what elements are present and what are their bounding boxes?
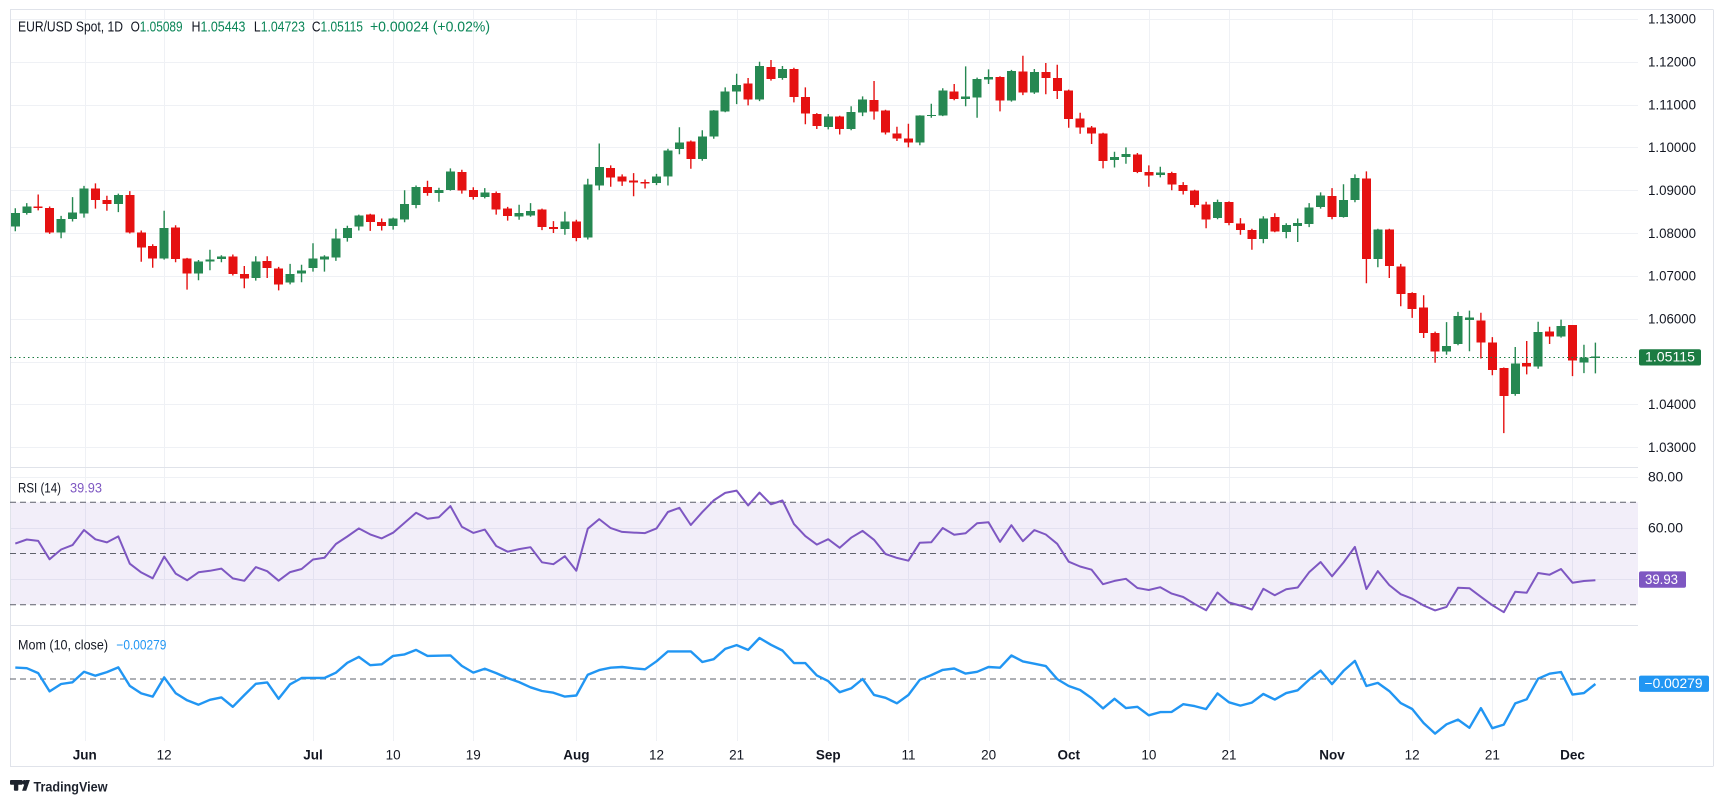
svg-text:39.93: 39.93 <box>1645 572 1678 587</box>
svg-text:1.04000: 1.04000 <box>1648 397 1696 412</box>
svg-text:1.12000: 1.12000 <box>1648 55 1696 70</box>
svg-text:C1.05115: C1.05115 <box>312 19 363 36</box>
svg-text:12: 12 <box>649 748 664 763</box>
svg-text:21: 21 <box>729 748 744 763</box>
svg-text:1.03000: 1.03000 <box>1648 440 1696 455</box>
svg-text:Dec: Dec <box>1560 748 1585 763</box>
svg-text:39.93: 39.93 <box>70 481 102 496</box>
svg-text:21: 21 <box>1485 748 1500 763</box>
svg-text:−0.00279: −0.00279 <box>1645 676 1703 691</box>
svg-text:−0.00279: −0.00279 <box>116 637 166 652</box>
svg-text:TradingView: TradingView <box>34 779 109 795</box>
svg-text:1.05115: 1.05115 <box>1645 350 1695 365</box>
svg-text:1.06000: 1.06000 <box>1648 312 1696 327</box>
svg-text:12: 12 <box>1405 748 1420 763</box>
svg-text:11: 11 <box>901 748 915 763</box>
svg-text:Jun: Jun <box>73 748 97 763</box>
svg-text:10: 10 <box>1141 748 1156 763</box>
svg-text:12: 12 <box>157 748 172 763</box>
svg-text:1.08000: 1.08000 <box>1648 226 1696 241</box>
svg-text:H1.05443: H1.05443 <box>192 19 246 36</box>
svg-text:21: 21 <box>1221 748 1236 763</box>
svg-text:20: 20 <box>981 748 996 763</box>
svg-text:Aug: Aug <box>563 748 589 763</box>
svg-text:1.10000: 1.10000 <box>1648 140 1696 155</box>
svg-text:Oct: Oct <box>1057 748 1080 763</box>
svg-text:RSI (14): RSI (14) <box>18 481 61 496</box>
svg-text:+0.00024 (+0.02%): +0.00024 (+0.02%) <box>370 19 490 36</box>
svg-text:1.11000: 1.11000 <box>1648 97 1696 112</box>
svg-text:O1.05089: O1.05089 <box>131 19 183 36</box>
svg-text:Nov: Nov <box>1319 748 1345 763</box>
svg-text:Jul: Jul <box>303 748 323 763</box>
svg-text:60.00: 60.00 <box>1648 521 1683 536</box>
svg-text:Mom (10, close): Mom (10, close) <box>18 637 108 652</box>
svg-text:1.13000: 1.13000 <box>1648 12 1696 27</box>
svg-text:1.09000: 1.09000 <box>1648 183 1696 198</box>
svg-text:Sep: Sep <box>816 748 841 763</box>
svg-text:80.00: 80.00 <box>1648 470 1683 485</box>
svg-text:19: 19 <box>466 748 481 763</box>
svg-text:10: 10 <box>386 748 401 763</box>
svg-text:L1.04723: L1.04723 <box>254 19 305 36</box>
svg-text:1.07000: 1.07000 <box>1648 269 1696 284</box>
svg-text:EUR/USD Spot, 1D: EUR/USD Spot, 1D <box>18 19 123 36</box>
